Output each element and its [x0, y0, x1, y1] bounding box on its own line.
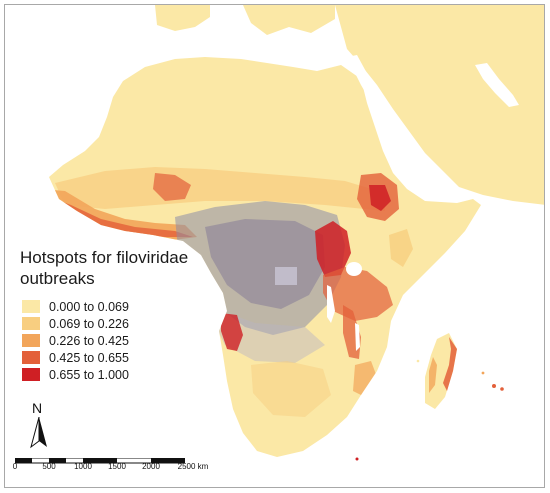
outbreak-range-core	[205, 219, 325, 309]
ethiopia-core-hotspot	[369, 185, 391, 211]
italy-balkans-landmass	[243, 5, 335, 35]
scale-tick-label: 1000	[74, 462, 92, 471]
legend-swatch	[22, 368, 40, 381]
legend-item: 0.226 to 0.425	[22, 332, 129, 349]
legend-swatch	[22, 317, 40, 330]
lake-victoria	[346, 262, 362, 276]
legend-swatch	[22, 351, 40, 364]
legend-item: 0.000 to 0.069	[22, 298, 129, 315]
scale-tick-label: 500	[42, 462, 56, 471]
africa-map	[49, 5, 544, 461]
west-africa-coast-risk	[49, 189, 197, 241]
sahel-belt-low-risk	[55, 167, 385, 211]
east-africa-ring-risk	[323, 267, 393, 321]
island	[416, 359, 420, 363]
legend-label: 0.000 to 0.069	[49, 299, 129, 314]
legend-swatch	[22, 334, 40, 347]
scale-tick-label: 2500 km	[177, 462, 209, 471]
legend-title-line1: Hotspots for filoviridae	[20, 248, 189, 267]
legend-swatch	[22, 300, 40, 313]
lake-tanganyika	[327, 285, 335, 323]
island	[355, 457, 359, 461]
legend-item: 0.069 to 0.226	[22, 315, 129, 332]
arabian-peninsula-landmass	[335, 5, 544, 205]
north-label: N	[32, 400, 43, 416]
island	[481, 371, 485, 375]
southeast-coast-risk	[353, 361, 377, 397]
legend-label: 0.655 to 1.000	[49, 367, 129, 382]
scale-tick-label: 2000	[142, 462, 160, 471]
legend-item: 0.425 to 0.655	[22, 349, 129, 366]
nigeria-hotspot	[153, 173, 191, 201]
legend-label: 0.069 to 0.226	[49, 316, 129, 331]
lake-malawi	[355, 323, 360, 351]
island	[492, 384, 496, 388]
madagascar-hotspot-east	[443, 337, 457, 391]
scale-tick-label: 1500	[108, 462, 126, 471]
iberia-landmass	[155, 5, 210, 31]
scale-tick-label: 0	[12, 462, 18, 471]
legend-title-line2: outbreaks	[20, 269, 95, 288]
legend-label: 0.425 to 0.655	[49, 350, 129, 365]
red-sea	[347, 55, 451, 197]
angola-coast-hotspot	[221, 313, 243, 351]
madagascar-landmass	[425, 333, 457, 409]
lake-area-grey	[275, 267, 297, 285]
map-frame: Hotspots for filoviridae outbreaks 0.000…	[4, 4, 545, 488]
southern-africa-low-risk	[251, 361, 331, 417]
great-lakes-hotspot	[315, 221, 351, 277]
north-arrow-icon	[30, 417, 47, 449]
legend-label: 0.226 to 0.425	[49, 333, 129, 348]
legend-list: 0.000 to 0.069 0.069 to 0.226 0.226 to 0…	[22, 298, 129, 383]
madagascar-hotspot-west	[429, 357, 437, 393]
east-coast-risk	[389, 229, 413, 267]
anatolia-landmass	[391, 5, 475, 31]
persian-gulf	[475, 63, 519, 107]
scale-bar	[15, 458, 185, 464]
legend-item: 0.655 to 1.000	[22, 366, 129, 383]
legend-title: Hotspots for filoviridae outbreaks	[20, 247, 220, 289]
island	[500, 387, 504, 391]
